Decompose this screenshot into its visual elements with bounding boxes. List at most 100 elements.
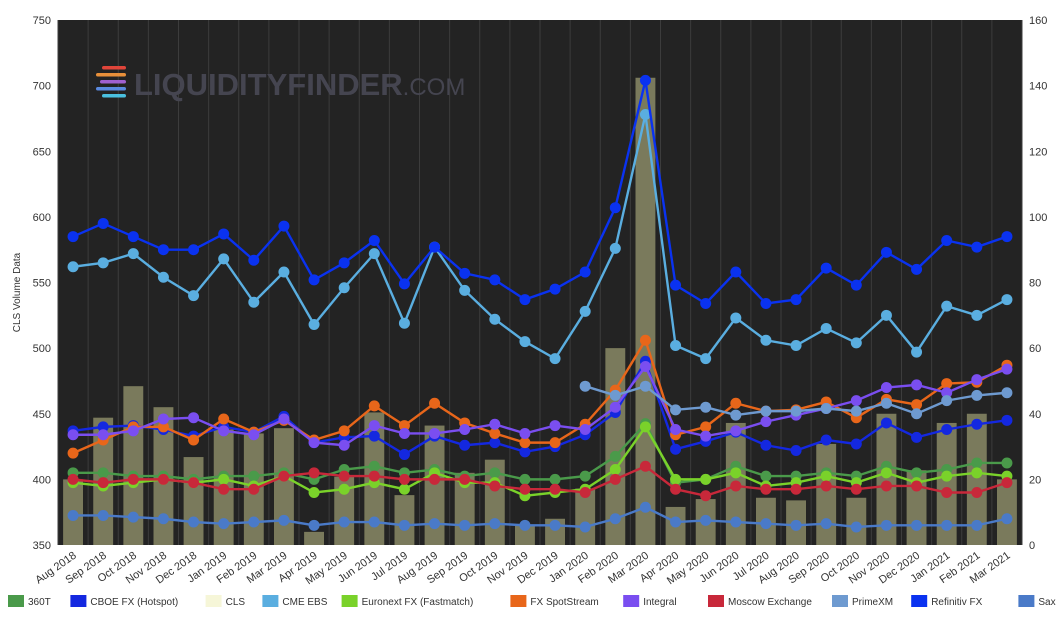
point-integral[interactable] — [489, 418, 501, 430]
point-integral[interactable] — [760, 416, 772, 428]
point-euronext-fx-fastmatch[interactable] — [308, 487, 320, 498]
point-integral[interactable] — [398, 427, 410, 439]
point-360t[interactable] — [248, 470, 260, 482]
legend-item-fx-spotstream[interactable]: FX SpotStream — [510, 595, 599, 608]
point-moscow-exchange[interactable] — [941, 487, 953, 498]
point-saxo-bank[interactable] — [760, 518, 772, 530]
point-cme-ebs[interactable] — [278, 266, 290, 278]
point-euronext-fx-fastmatch[interactable] — [338, 483, 350, 495]
point-euronext-fx-fastmatch[interactable] — [609, 464, 621, 476]
legend-item-integral[interactable]: Integral — [623, 595, 677, 608]
point-moscow-exchange[interactable] — [519, 483, 531, 495]
legend-item-refinitiv-fx[interactable]: Refinitiv FX — [911, 595, 983, 608]
point-cme-ebs[interactable] — [218, 253, 230, 265]
point-refinitiv-fx[interactable] — [850, 279, 862, 291]
point-integral[interactable] — [549, 420, 561, 432]
point-360t[interactable] — [760, 470, 772, 482]
bar-cls[interactable] — [996, 479, 1017, 545]
point-moscow-exchange[interactable] — [760, 483, 772, 495]
point-integral[interactable] — [730, 425, 742, 437]
legend-item-cme-ebs[interactable]: CME EBS — [262, 595, 328, 608]
point-cboe-fx-hotspot[interactable] — [911, 431, 923, 443]
bar-cls[interactable] — [424, 425, 445, 545]
point-saxo-bank[interactable] — [278, 514, 290, 526]
point-moscow-exchange[interactable] — [278, 470, 290, 482]
point-cboe-fx-hotspot[interactable] — [1001, 414, 1013, 426]
point-integral[interactable] — [700, 430, 712, 442]
point-fx-spotstream[interactable] — [218, 413, 230, 425]
point-euronext-fx-fastmatch[interactable] — [700, 473, 712, 485]
point-refinitiv-fx[interactable] — [429, 241, 441, 253]
point-moscow-exchange[interactable] — [308, 467, 320, 479]
point-integral[interactable] — [639, 361, 651, 372]
point-primexm[interactable] — [639, 380, 651, 392]
point-cboe-fx-hotspot[interactable] — [459, 439, 471, 451]
point-refinitiv-fx[interactable] — [218, 228, 230, 240]
point-moscow-exchange[interactable] — [218, 483, 230, 495]
point-cboe-fx-hotspot[interactable] — [519, 446, 531, 458]
point-moscow-exchange[interactable] — [338, 470, 350, 482]
point-fx-spotstream[interactable] — [368, 400, 380, 412]
point-360t[interactable] — [1001, 457, 1013, 469]
point-primexm[interactable] — [579, 380, 591, 392]
point-refinitiv-fx[interactable] — [670, 279, 682, 291]
point-cme-ebs[interactable] — [941, 300, 953, 312]
point-saxo-bank[interactable] — [850, 521, 862, 533]
point-refinitiv-fx[interactable] — [97, 217, 109, 229]
point-refinitiv-fx[interactable] — [1001, 231, 1013, 243]
point-cboe-fx-hotspot[interactable] — [850, 438, 862, 450]
point-moscow-exchange[interactable] — [1001, 477, 1013, 489]
point-refinitiv-fx[interactable] — [278, 220, 290, 232]
point-integral[interactable] — [971, 374, 983, 386]
point-moscow-exchange[interactable] — [188, 477, 200, 489]
point-integral[interactable] — [188, 412, 200, 424]
point-integral[interactable] — [459, 424, 471, 435]
point-saxo-bank[interactable] — [67, 509, 79, 521]
bar-cls[interactable] — [876, 413, 897, 545]
point-moscow-exchange[interactable] — [97, 477, 109, 489]
legend-item-360t[interactable]: 360T — [8, 595, 51, 608]
point-moscow-exchange[interactable] — [971, 487, 983, 498]
point-saxo-bank[interactable] — [459, 519, 471, 531]
point-saxo-bank[interactable] — [820, 518, 832, 530]
point-saxo-bank[interactable] — [609, 513, 621, 525]
point-integral[interactable] — [579, 424, 591, 435]
legend-item-saxo-bank[interactable]: Saxo Bank — [1018, 595, 1056, 608]
point-moscow-exchange[interactable] — [639, 460, 651, 472]
bar-cls[interactable] — [514, 525, 535, 545]
point-refinitiv-fx[interactable] — [730, 266, 742, 278]
point-cme-ebs[interactable] — [398, 317, 410, 329]
point-fx-spotstream[interactable] — [67, 447, 79, 459]
point-moscow-exchange[interactable] — [549, 483, 561, 495]
point-cboe-fx-hotspot[interactable] — [820, 434, 832, 446]
point-saxo-bank[interactable] — [188, 516, 200, 528]
point-cme-ebs[interactable] — [67, 261, 79, 273]
point-cboe-fx-hotspot[interactable] — [941, 424, 953, 435]
point-cme-ebs[interactable] — [188, 290, 200, 302]
point-cme-ebs[interactable] — [459, 284, 471, 296]
point-cme-ebs[interactable] — [1001, 294, 1013, 306]
point-euronext-fx-fastmatch[interactable] — [971, 467, 983, 479]
point-refinitiv-fx[interactable] — [609, 202, 621, 214]
point-saxo-bank[interactable] — [248, 516, 260, 528]
point-refinitiv-fx[interactable] — [790, 294, 802, 306]
point-euronext-fx-fastmatch[interactable] — [730, 467, 742, 479]
point-fx-spotstream[interactable] — [519, 437, 531, 449]
point-moscow-exchange[interactable] — [429, 473, 441, 485]
point-primexm[interactable] — [820, 403, 832, 414]
point-moscow-exchange[interactable] — [368, 470, 380, 482]
point-euronext-fx-fastmatch[interactable] — [639, 421, 651, 433]
point-refinitiv-fx[interactable] — [880, 246, 892, 258]
point-saxo-bank[interactable] — [127, 511, 139, 523]
point-refinitiv-fx[interactable] — [700, 298, 712, 309]
point-cme-ebs[interactable] — [549, 353, 561, 365]
point-integral[interactable] — [157, 413, 169, 425]
point-refinitiv-fx[interactable] — [398, 278, 410, 290]
point-cboe-fx-hotspot[interactable] — [971, 418, 983, 430]
point-360t[interactable] — [911, 467, 923, 479]
point-saxo-bank[interactable] — [730, 516, 742, 528]
point-fx-spotstream[interactable] — [549, 437, 561, 449]
point-refinitiv-fx[interactable] — [308, 274, 320, 286]
legend-item-primexm[interactable]: PrimeXM — [832, 595, 893, 608]
point-moscow-exchange[interactable] — [730, 480, 742, 492]
